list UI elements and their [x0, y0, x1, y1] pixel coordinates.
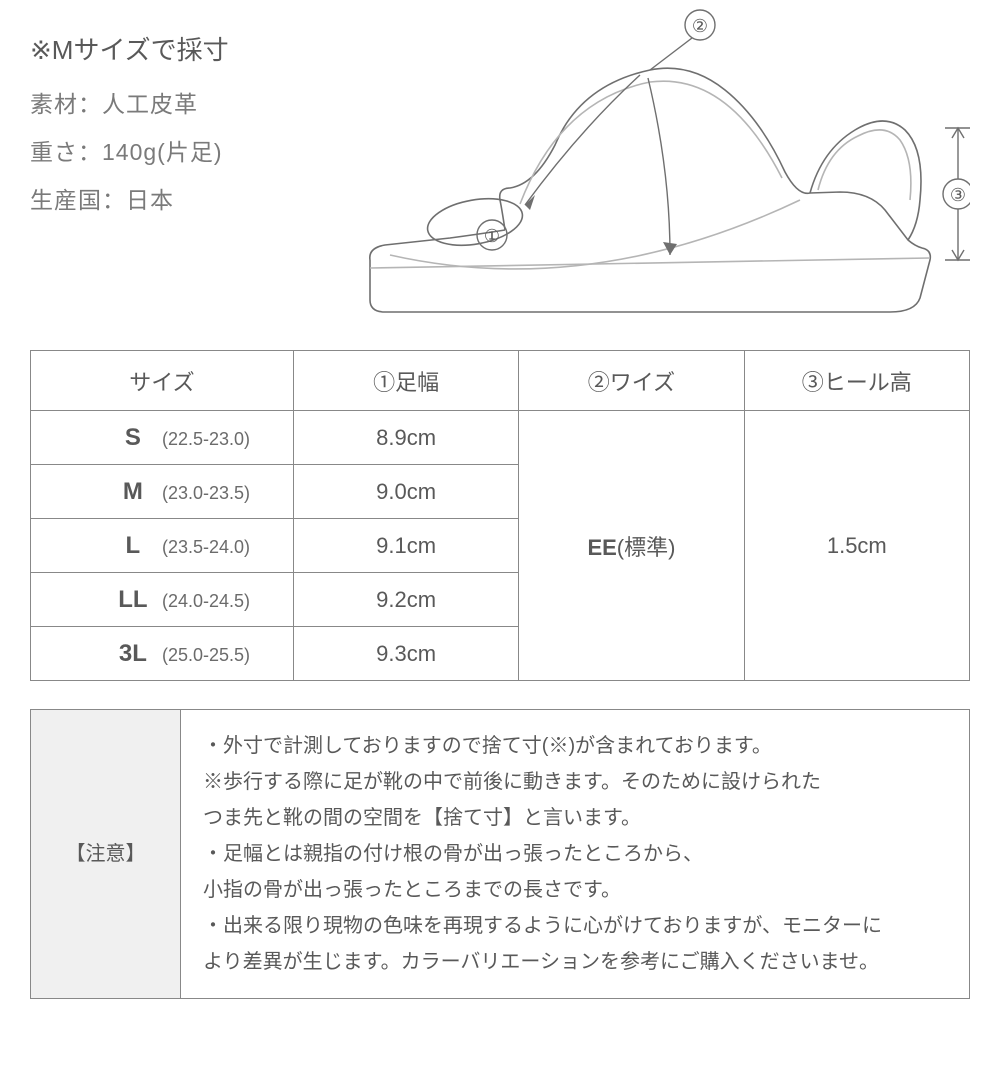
size-cell: L (23.5-24.0) — [31, 519, 294, 573]
notice-line: より差異が生じます。カラーバリエーションを参考にご購入くださいませ。 — [203, 944, 947, 980]
size-code: M — [110, 478, 156, 506]
notice-line: つま先と靴の間の空間を【捨て寸】と言います。 — [203, 800, 947, 836]
spec-value: 140g(片足) — [102, 139, 222, 165]
wise-suffix: (標準) — [617, 535, 676, 560]
spec-label: 生産国 — [30, 187, 102, 213]
size-cell: M (23.0-23.5) — [31, 465, 294, 519]
notice-line: ・出来る限り現物の色味を再現するように心がけておりますが、モニターに — [203, 908, 947, 944]
heel-cell: 1.5cm — [744, 411, 969, 681]
size-range: (22.5-23.0) — [162, 429, 250, 449]
table-row: S (22.5-23.0) 8.9cm EE(標準) 1.5cm — [31, 411, 970, 465]
size-range: (25.0-25.5) — [162, 645, 250, 665]
col-wise: ②ワイズ — [519, 351, 744, 411]
width-cell: 9.1cm — [293, 519, 518, 573]
sandal-diagram: ① ② ③ — [330, 0, 970, 330]
width-cell: 9.3cm — [293, 627, 518, 681]
size-cell: LL (24.0-24.5) — [31, 573, 294, 627]
wise-bold: EE — [587, 535, 616, 560]
table-header-row: サイズ ①足幅 ②ワイズ ③ヒール高 — [31, 351, 970, 411]
width-cell: 8.9cm — [293, 411, 518, 465]
size-table: サイズ ①足幅 ②ワイズ ③ヒール高 S (22.5-23.0) 8.9cm E… — [30, 350, 970, 681]
size-cell: S (22.5-23.0) — [31, 411, 294, 465]
size-range: (23.0-23.5) — [162, 483, 250, 503]
size-range: (23.5-24.0) — [162, 537, 250, 557]
col-size: サイズ — [31, 351, 294, 411]
size-range: (24.0-24.5) — [162, 591, 250, 611]
width-cell: 9.2cm — [293, 573, 518, 627]
notice-line: ※歩行する際に足が靴の中で前後に動きます。そのために設けられた — [203, 764, 947, 800]
svg-text:②: ② — [692, 16, 708, 36]
wise-cell: EE(標準) — [519, 411, 744, 681]
top-section: ※Mサイズで採寸 素材：人工皮革 重さ：140g(片足) 生産国：日本 — [0, 0, 1000, 340]
spec-value: 日本 — [126, 187, 174, 213]
callout-1: ① — [477, 220, 507, 250]
callout-3: ③ — [943, 128, 970, 260]
col-heel: ③ヒール高 — [744, 351, 969, 411]
notice-line: 小指の骨が出っ張ったところまでの長さです。 — [203, 872, 947, 908]
width-cell: 9.0cm — [293, 465, 518, 519]
svg-text:①: ① — [484, 226, 500, 246]
callout-2: ② — [650, 10, 715, 70]
spec-label: 素材 — [30, 91, 78, 117]
notice-body: ・外寸で計測しておりますので捨て寸(※)が含まれております。 ※歩行する際に足が… — [181, 710, 970, 999]
spec-value: 人工皮革 — [102, 91, 198, 117]
notice-line: ・外寸で計測しておりますので捨て寸(※)が含まれております。 — [203, 728, 947, 764]
notice-line: ・足幅とは親指の付け根の骨が出っ張ったところから、 — [203, 836, 947, 872]
notice-label: 【注意】 — [31, 710, 181, 999]
size-cell: 3L (25.0-25.5) — [31, 627, 294, 681]
col-width: ①足幅 — [293, 351, 518, 411]
spec-label: 重さ — [30, 139, 78, 165]
size-code: L — [110, 532, 156, 560]
size-code: LL — [110, 586, 156, 614]
svg-text:③: ③ — [950, 185, 966, 205]
size-code: 3L — [110, 640, 156, 668]
notice-table: 【注意】 ・外寸で計測しておりますので捨て寸(※)が含まれております。 ※歩行す… — [30, 709, 970, 999]
size-code: S — [110, 424, 156, 452]
